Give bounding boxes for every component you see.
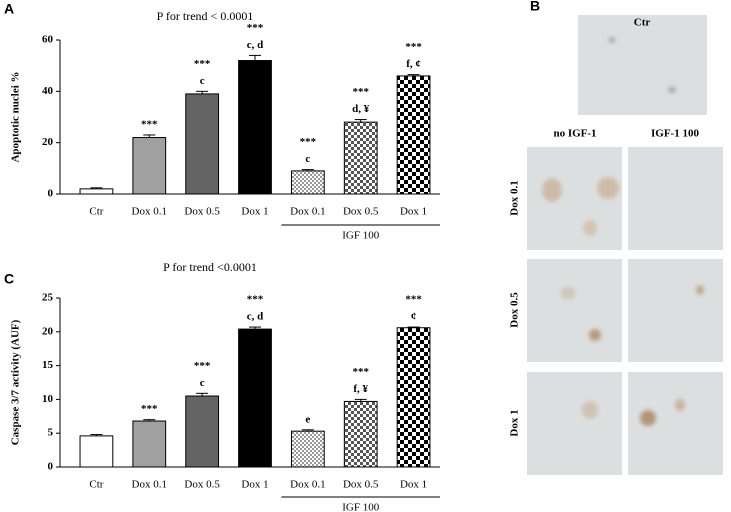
y-tick-label: 15 — [42, 359, 54, 371]
x-tick-label: Ctr — [89, 206, 103, 218]
significance-label: *** — [141, 403, 158, 415]
micrograph — [628, 147, 723, 250]
y-tick-label: 20 — [42, 136, 54, 148]
significance-label: *** — [194, 360, 211, 372]
cell-stain — [542, 37, 704, 426]
significance-label: *** — [405, 41, 422, 53]
significance-label: *** — [300, 136, 317, 148]
x-tick-label: Dox 0.1 — [290, 479, 325, 491]
y-tick-label: 0 — [48, 461, 54, 473]
significance-label: ¢ — [411, 311, 417, 323]
significance-label: *** — [352, 86, 369, 98]
bar — [290, 430, 325, 468]
bar — [79, 188, 114, 195]
bar — [290, 170, 325, 195]
significance-label: *** — [352, 366, 369, 378]
significance-label: e — [305, 413, 310, 425]
significance-label: *** — [405, 294, 422, 306]
x-tick-label: Ctr — [89, 479, 103, 491]
group-label: IGF 100 — [342, 502, 379, 512]
row-label: Dox 1 — [509, 409, 521, 436]
bar — [185, 93, 220, 195]
y-axis-label: Caspase 3/7 activity (AUF) — [10, 319, 22, 445]
row-label: Dox 0.1 — [509, 180, 521, 215]
x-tick-label: Dox 0.5 — [343, 479, 379, 491]
micrograph — [527, 372, 622, 475]
micrograph-label: Ctr — [634, 17, 651, 29]
x-tick-label: Dox 1 — [241, 206, 268, 218]
bar — [396, 75, 431, 195]
y-tick-label: 10 — [42, 393, 54, 405]
micrograph — [578, 15, 707, 115]
panel-label: A — [4, 1, 14, 17]
significance-label: *** — [247, 294, 264, 306]
significance-label: f, ¥ — [353, 383, 368, 395]
panel-label: B — [530, 0, 540, 14]
column-label: no IGF-1 — [553, 128, 596, 140]
bar — [238, 328, 272, 468]
bar — [132, 137, 167, 195]
micrograph — [628, 259, 723, 362]
significance-label: c, d — [247, 39, 264, 51]
micrographs: Ctr no IGF-1 IGF-1 100 Dox 0.1 Dox 0.5 D… — [509, 15, 723, 475]
x-tick-label: Dox 1 — [400, 479, 427, 491]
bar — [396, 327, 431, 468]
y-tick-label: 25 — [42, 292, 54, 304]
significance-label: *** — [141, 118, 158, 130]
y-tick-label: 20 — [42, 325, 54, 337]
x-tick-label: Dox 0.1 — [132, 206, 167, 218]
significance-label: *** — [194, 58, 211, 70]
group-label: IGF 100 — [342, 230, 379, 242]
chart-subtitle: P for trend <0.0001 — [163, 260, 257, 274]
bar — [238, 60, 272, 195]
column-label: IGF-1 100 — [651, 128, 699, 140]
x-tick-label: Dox 0.5 — [184, 206, 220, 218]
significance-label: c, d — [247, 311, 264, 323]
x-tick-label: Dox 0.1 — [290, 206, 325, 218]
bar — [132, 420, 167, 468]
y-tick-label: 0 — [48, 188, 54, 200]
x-tick-label: Dox 1 — [400, 206, 427, 218]
y-tick-label: 5 — [48, 427, 54, 439]
significance-label: c — [200, 75, 205, 87]
bar — [343, 121, 378, 195]
bar — [185, 395, 220, 468]
row-label: Dox 0.5 — [509, 292, 521, 328]
bar — [79, 435, 114, 468]
significance-label: *** — [247, 22, 264, 34]
significance-label: f, ¢ — [406, 58, 421, 70]
x-tick-label: Dox 1 — [241, 479, 268, 491]
significance-label: c — [200, 377, 205, 389]
x-tick-label: Dox 0.5 — [343, 206, 379, 218]
x-tick-label: Dox 0.5 — [184, 479, 220, 491]
chart-subtitle: P for trend < 0.0001 — [157, 9, 254, 23]
panel-label: C — [4, 271, 14, 287]
micrograph — [527, 259, 622, 362]
significance-label: d, ¥ — [352, 103, 370, 115]
y-tick-label: 40 — [42, 85, 54, 97]
y-tick-label: 60 — [42, 34, 54, 46]
bar — [343, 400, 378, 468]
y-axis-label: Apoptotic nuclei % — [10, 71, 22, 162]
significance-label: c — [305, 153, 310, 165]
x-tick-label: Dox 0.1 — [132, 479, 167, 491]
